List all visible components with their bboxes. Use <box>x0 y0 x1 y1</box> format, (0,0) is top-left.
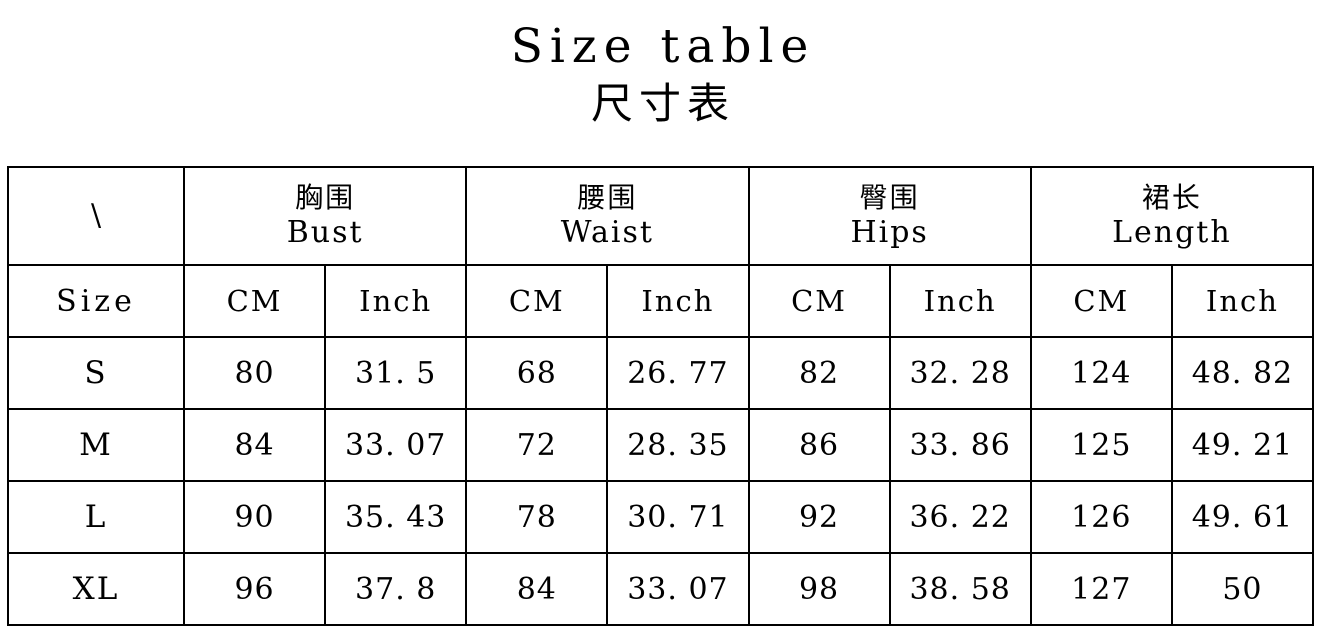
header-group-length-english: Length <box>1112 214 1232 250</box>
cell-bust-cm: 96 <box>182 552 327 626</box>
header-group-length: 裙长 Length <box>1029 166 1315 266</box>
cell-length-inch: 49. 21 <box>1170 408 1315 482</box>
row-size-name: S <box>7 336 185 410</box>
header-waist-inch: Inch <box>606 264 750 338</box>
header-group-length-chinese: 裙长 <box>1141 180 1202 214</box>
cell-length-cm: 127 <box>1029 552 1173 626</box>
cell-waist-cm: 78 <box>465 480 609 554</box>
cell-hips-cm: 98 <box>747 552 891 626</box>
header-group-waist-chinese: 腰围 <box>577 180 638 214</box>
row-size-name: XL <box>7 552 185 626</box>
header-group-waist-english: Waist <box>560 214 654 250</box>
header-group-hips: 臀围 Hips <box>747 166 1032 266</box>
cell-bust-inch: 35. 43 <box>324 480 468 554</box>
header-size-label: Size <box>7 264 185 338</box>
header-group-hips-english: Hips <box>850 214 929 250</box>
page-title-chinese: 尺寸表 <box>590 79 735 128</box>
header-bust-inch: Inch <box>324 264 468 338</box>
cell-waist-inch: 33. 07 <box>606 552 750 626</box>
header-length-inch: Inch <box>1170 264 1315 338</box>
cell-bust-cm: 80 <box>182 336 327 410</box>
row-size-name: L <box>7 480 185 554</box>
cell-hips-inch: 32. 28 <box>888 336 1032 410</box>
cell-hips-cm: 92 <box>747 480 891 554</box>
cell-waist-cm: 84 <box>465 552 609 626</box>
table-header-unit-row: Size CM Inch CM Inch CM Inch CM Inch <box>7 264 1315 338</box>
cell-hips-cm: 86 <box>747 408 891 482</box>
cell-waist-cm: 72 <box>465 408 609 482</box>
cell-hips-inch: 36. 22 <box>888 480 1032 554</box>
cell-waist-inch: 26. 77 <box>606 336 750 410</box>
table-row: XL 96 37. 8 84 33. 07 98 38. 58 127 50 <box>7 552 1315 626</box>
diagonal-slash-icon: \ <box>90 198 102 233</box>
header-hips-inch: Inch <box>888 264 1032 338</box>
header-group-bust-english: Bust <box>286 214 364 250</box>
header-group-hips-chinese: 臀围 <box>859 180 920 214</box>
header-length-cm: CM <box>1029 264 1173 338</box>
header-hips-cm: CM <box>747 264 891 338</box>
cell-length-cm: 126 <box>1029 480 1173 554</box>
row-size-name: M <box>7 408 185 482</box>
cell-bust-inch: 33. 07 <box>324 408 468 482</box>
header-group-bust-chinese: 胸围 <box>295 180 356 214</box>
cell-length-inch: 50 <box>1170 552 1315 626</box>
cell-length-inch: 49. 61 <box>1170 480 1315 554</box>
cell-bust-inch: 37. 8 <box>324 552 468 626</box>
table-row: M 84 33. 07 72 28. 35 86 33. 86 125 49. … <box>7 408 1315 482</box>
header-group-bust: 胸围 Bust <box>182 166 468 266</box>
cell-bust-cm: 90 <box>182 480 327 554</box>
title-block: Size table 尺寸表 <box>0 18 1326 132</box>
cell-hips-inch: 38. 58 <box>888 552 1032 626</box>
cell-waist-inch: 30. 71 <box>606 480 750 554</box>
cell-hips-cm: 82 <box>747 336 891 410</box>
cell-waist-inch: 28. 35 <box>606 408 750 482</box>
header-waist-cm: CM <box>465 264 609 338</box>
header-bust-cm: CM <box>182 264 327 338</box>
size-table: \ 胸围 Bust 腰围 Waist 臀围 <box>7 166 1315 626</box>
header-group-waist: 腰围 Waist <box>465 166 750 266</box>
cell-length-cm: 125 <box>1029 408 1173 482</box>
page-title-english: Size table <box>510 19 816 74</box>
cell-waist-cm: 68 <box>465 336 609 410</box>
cell-length-inch: 48. 82 <box>1170 336 1315 410</box>
cell-hips-inch: 33. 86 <box>888 408 1032 482</box>
table-header-group-row: \ 胸围 Bust 腰围 Waist 臀围 <box>7 166 1315 266</box>
cell-bust-cm: 84 <box>182 408 327 482</box>
cell-length-cm: 124 <box>1029 336 1173 410</box>
corner-cell: \ <box>7 166 185 266</box>
cell-bust-inch: 31. 5 <box>324 336 468 410</box>
table-row: L 90 35. 43 78 30. 71 92 36. 22 126 49. … <box>7 480 1315 554</box>
table-row: S 80 31. 5 68 26. 77 82 32. 28 124 48. 8… <box>7 336 1315 410</box>
